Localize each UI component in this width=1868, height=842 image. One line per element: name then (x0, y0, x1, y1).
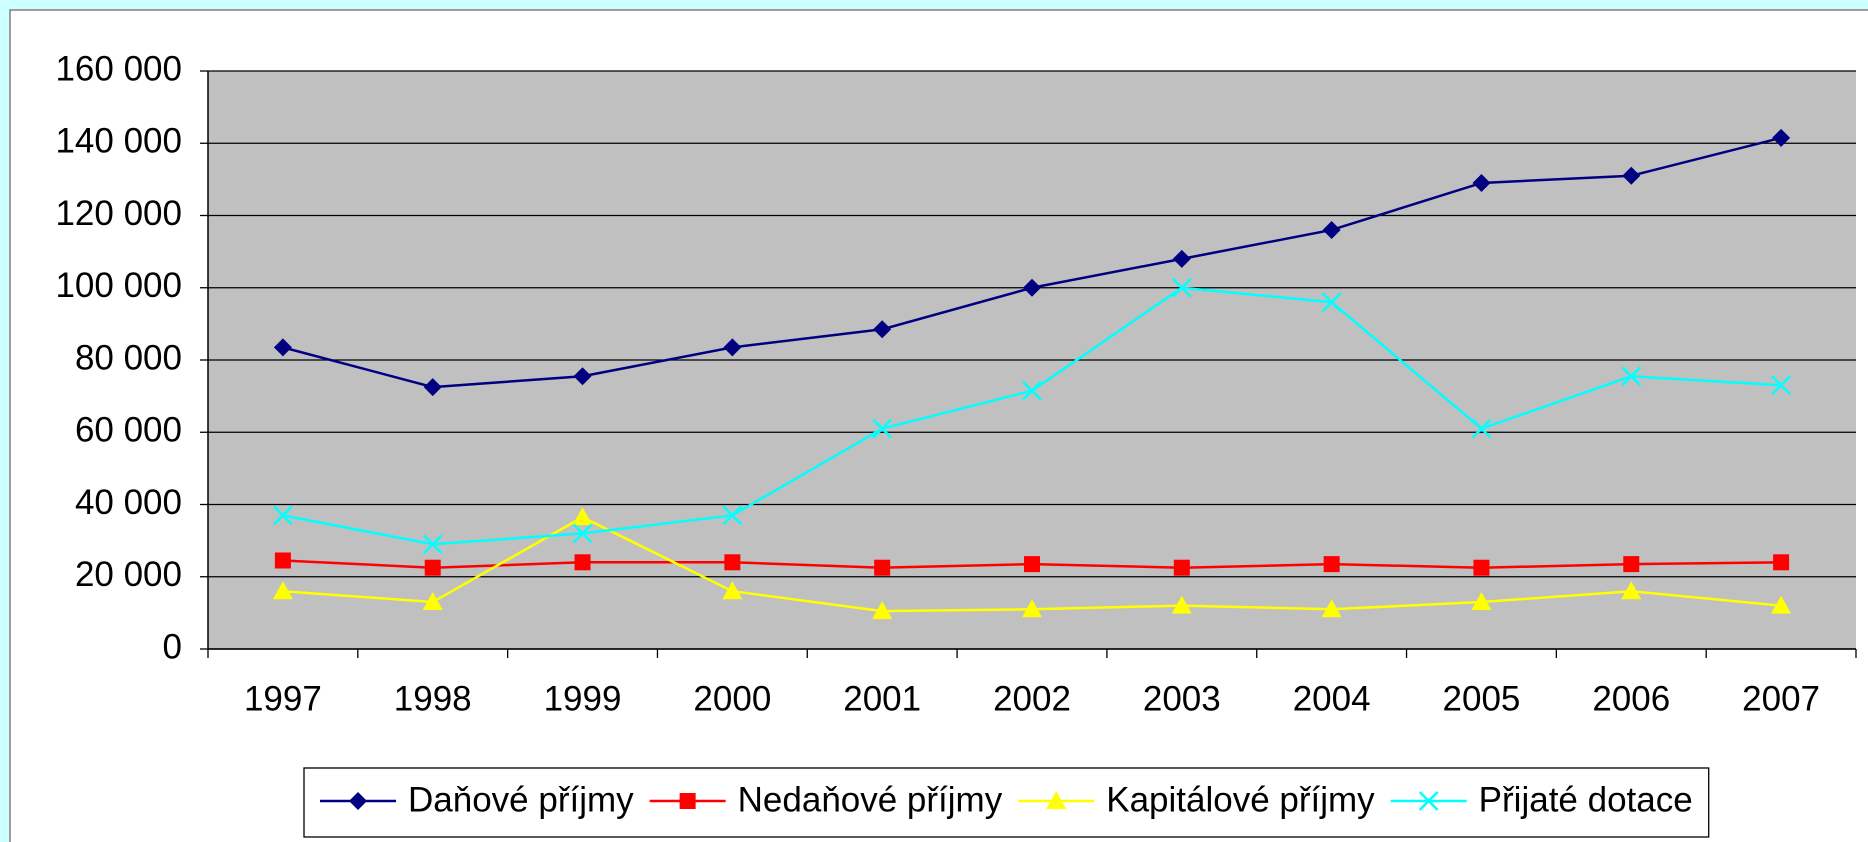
marker (1172, 249, 1191, 268)
marker (872, 601, 893, 620)
x-tick-label: 2002 (993, 679, 1071, 718)
marker (679, 793, 696, 809)
marker (1171, 277, 1192, 298)
y-tick-label: 120 000 (55, 194, 182, 233)
marker (1418, 791, 1439, 811)
marker (1024, 556, 1040, 573)
y-tick-label: 60 000 (75, 411, 182, 450)
legend-label: Kapitálové příjmy (1106, 780, 1375, 819)
marker (1046, 791, 1067, 809)
marker (273, 338, 292, 357)
marker (1471, 418, 1492, 439)
marker (572, 523, 593, 544)
x-tick-label: 2004 (1293, 679, 1371, 718)
marker (573, 367, 592, 386)
marker (422, 592, 443, 611)
marker (1621, 581, 1642, 600)
marker (1471, 592, 1492, 611)
marker (273, 505, 293, 526)
marker (1623, 556, 1640, 573)
marker (1023, 278, 1041, 297)
marker (1171, 595, 1192, 614)
marker (1322, 220, 1341, 239)
marker (722, 505, 743, 526)
y-tick-label: 140 000 (55, 122, 182, 161)
marker (1323, 556, 1340, 573)
y-tick-label: 40 000 (75, 483, 182, 522)
marker (1321, 292, 1342, 313)
x-tick-label: 2003 (1143, 679, 1221, 718)
marker (723, 338, 742, 357)
marker (1173, 559, 1190, 576)
y-tick-label: 20 000 (75, 555, 182, 594)
x-tick-label: 2000 (693, 679, 771, 718)
marker (873, 320, 892, 339)
y-tick-label: 100 000 (55, 266, 182, 305)
x-tick-label: 1999 (544, 679, 622, 718)
x-tick-label: 2006 (1592, 679, 1670, 718)
marker (1473, 559, 1490, 576)
marker (1321, 599, 1342, 618)
x-tick-label: 1997 (244, 679, 322, 718)
marker (1621, 366, 1642, 387)
y-tick-label: 0 (163, 627, 182, 666)
marker (349, 792, 367, 810)
x-tick-label: 2007 (1742, 679, 1820, 718)
legend-label: Nedaňové příjmy (738, 780, 1003, 819)
marker (872, 418, 893, 439)
marker (874, 559, 891, 576)
marker (274, 552, 291, 569)
legend-box (303, 767, 1710, 838)
marker (572, 507, 593, 526)
x-tick-label: 2005 (1443, 679, 1521, 718)
marker (1771, 375, 1791, 396)
legend-label: Přijaté dotace (1479, 780, 1693, 819)
marker (1622, 166, 1641, 185)
marker (423, 378, 442, 397)
marker (1022, 599, 1042, 618)
legend: Daňové příjmy Nedaňové příjmy Kapitálové p… (303, 767, 1710, 838)
marker (1773, 554, 1790, 571)
marker (574, 554, 591, 571)
marker (1472, 173, 1491, 192)
y-tick-label: 80 000 (75, 338, 182, 377)
marker (1772, 128, 1791, 147)
x-tick-label: 1998 (394, 679, 472, 718)
x-tick-label: 2001 (843, 679, 921, 718)
marker (724, 554, 741, 571)
y-tick-label: 160 000 (55, 49, 182, 88)
marker (1022, 380, 1042, 401)
marker (422, 534, 443, 555)
marker (1771, 595, 1792, 614)
marker (272, 581, 293, 600)
marker (424, 559, 441, 576)
marker (722, 581, 743, 600)
legend-label: Daňové příjmy (408, 780, 634, 819)
